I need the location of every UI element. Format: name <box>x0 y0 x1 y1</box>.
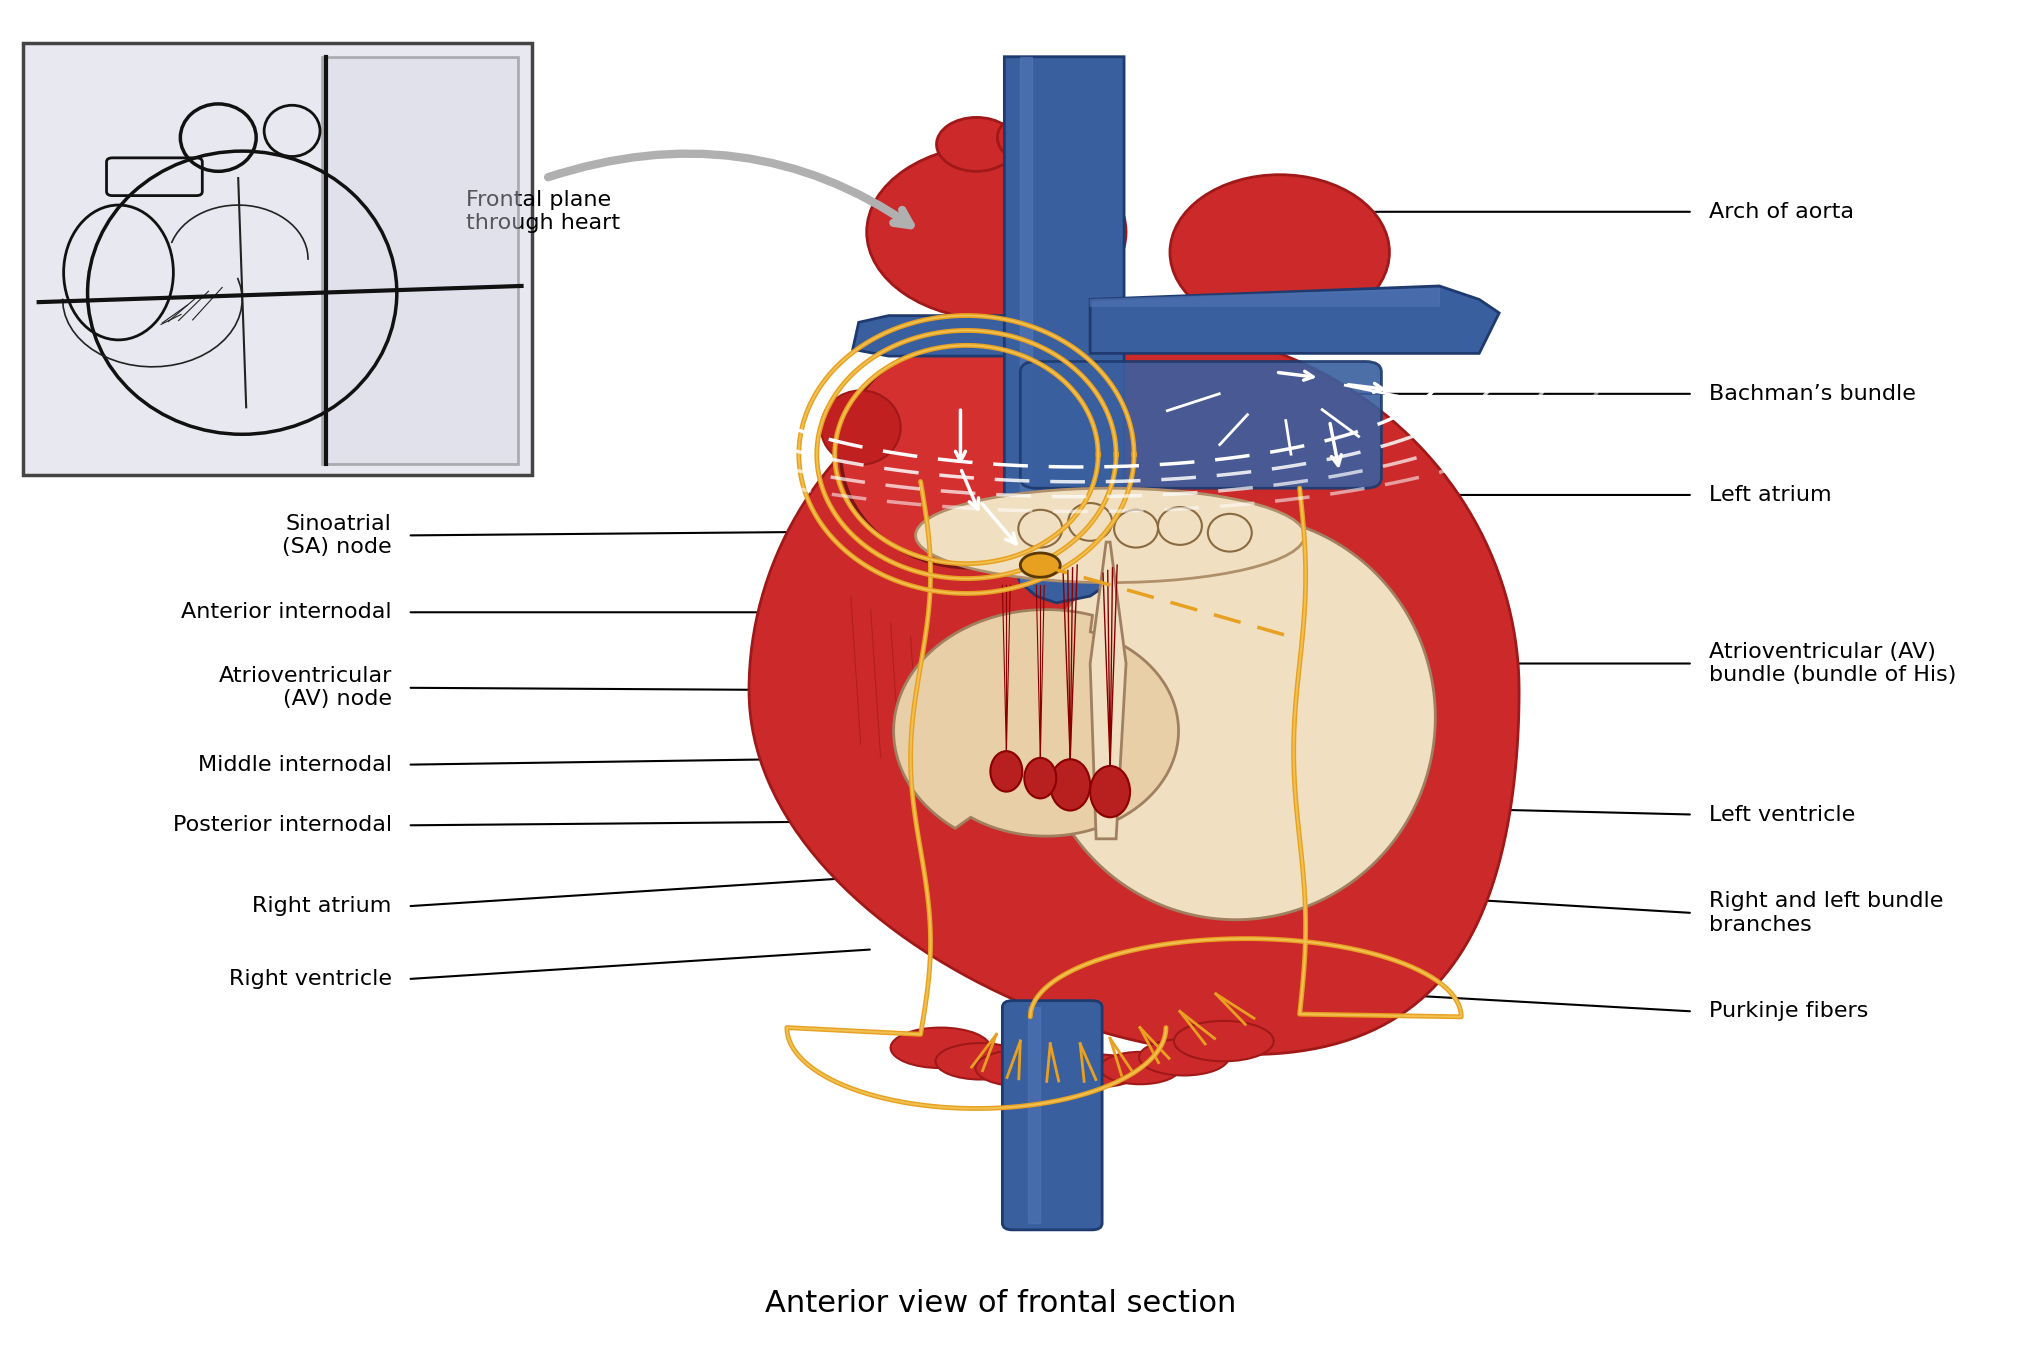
Polygon shape <box>893 609 1178 837</box>
Ellipse shape <box>1114 510 1158 547</box>
Polygon shape <box>1089 288 1439 306</box>
Ellipse shape <box>821 390 901 464</box>
Text: Frontal plane
through heart: Frontal plane through heart <box>465 190 620 233</box>
Ellipse shape <box>916 489 1306 582</box>
Ellipse shape <box>1209 513 1251 551</box>
Ellipse shape <box>1061 1055 1140 1087</box>
Polygon shape <box>750 326 1520 1055</box>
Ellipse shape <box>1158 508 1202 544</box>
FancyBboxPatch shape <box>1021 362 1382 489</box>
Ellipse shape <box>1025 758 1057 799</box>
Text: Right ventricle: Right ventricle <box>228 969 392 988</box>
Ellipse shape <box>1021 1055 1099 1087</box>
Ellipse shape <box>891 1028 990 1068</box>
Text: Middle internodal: Middle internodal <box>198 754 392 774</box>
Ellipse shape <box>976 1049 1065 1086</box>
Text: Left atrium: Left atrium <box>1708 485 1831 505</box>
Text: Anterior view of frontal section: Anterior view of frontal section <box>764 1289 1237 1317</box>
Text: Posterior internodal: Posterior internodal <box>172 815 392 835</box>
Polygon shape <box>1089 542 1126 839</box>
Ellipse shape <box>1051 760 1089 811</box>
FancyBboxPatch shape <box>1002 1001 1101 1229</box>
Polygon shape <box>1029 1007 1041 1223</box>
Ellipse shape <box>867 145 1126 320</box>
Text: Sinoatrial
(SA) node: Sinoatrial (SA) node <box>283 513 392 556</box>
Polygon shape <box>1004 57 1124 603</box>
Ellipse shape <box>1089 766 1130 818</box>
Ellipse shape <box>936 118 1017 172</box>
Ellipse shape <box>990 751 1023 792</box>
Polygon shape <box>1037 515 1435 919</box>
Ellipse shape <box>1051 126 1110 169</box>
Ellipse shape <box>841 341 1099 567</box>
Ellipse shape <box>998 112 1067 164</box>
Text: Right atrium: Right atrium <box>253 896 392 917</box>
Text: Arch of aorta: Arch of aorta <box>1708 202 1853 222</box>
Polygon shape <box>1089 286 1500 353</box>
Text: Atrioventricular
(AV) node: Atrioventricular (AV) node <box>218 666 392 709</box>
Ellipse shape <box>936 1043 1025 1079</box>
Ellipse shape <box>1170 175 1388 330</box>
Text: Bachman’s bundle: Bachman’s bundle <box>1708 383 1916 403</box>
Ellipse shape <box>1099 1052 1180 1085</box>
Ellipse shape <box>1069 504 1112 540</box>
Ellipse shape <box>1140 1039 1229 1075</box>
Ellipse shape <box>1021 552 1061 577</box>
Ellipse shape <box>1174 1021 1273 1062</box>
Text: Right and left bundle
branches: Right and left bundle branches <box>1708 891 1942 934</box>
Polygon shape <box>1021 57 1033 582</box>
Text: Purkinje fibers: Purkinje fibers <box>1708 1002 1867 1021</box>
Polygon shape <box>853 315 1004 356</box>
Ellipse shape <box>1019 510 1063 547</box>
FancyBboxPatch shape <box>321 57 517 464</box>
Text: Atrioventricular (AV)
bundle (bundle of His): Atrioventricular (AV) bundle (bundle of … <box>1708 642 1956 685</box>
Text: Left ventricle: Left ventricle <box>1708 804 1855 825</box>
FancyBboxPatch shape <box>22 43 532 475</box>
Text: Anterior internodal: Anterior internodal <box>182 603 392 623</box>
